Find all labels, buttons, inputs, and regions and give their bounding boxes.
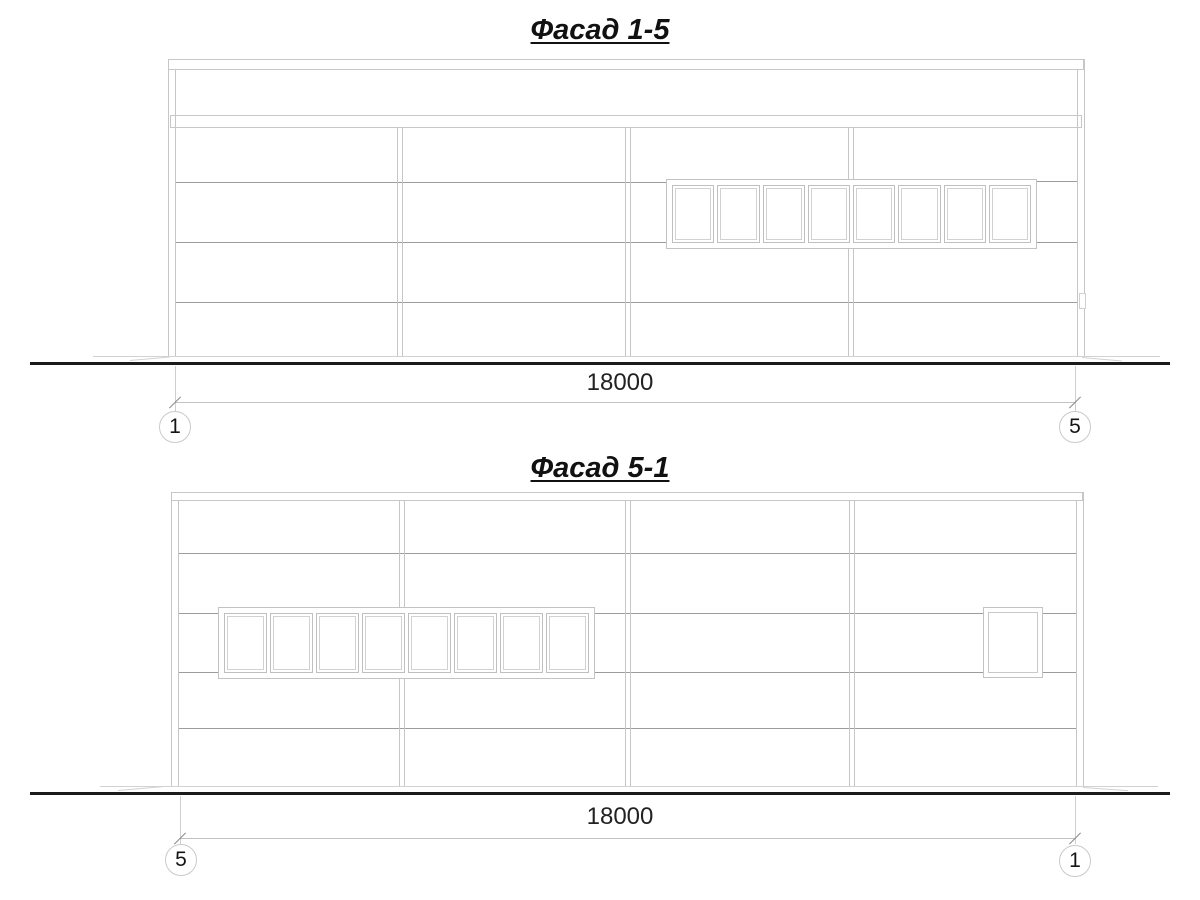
window-pane <box>988 185 1031 243</box>
panel-joint-vertical <box>849 500 850 787</box>
panel-joint <box>179 728 1076 729</box>
single-window <box>983 607 1043 678</box>
window-pane <box>454 613 497 673</box>
axis-bubble-1: 1 <box>1059 845 1091 877</box>
dimension-line <box>180 838 1075 839</box>
wall-left-inner <box>175 69 176 357</box>
panel-joint-vertical <box>630 500 631 787</box>
facade-5-1-title: Фасад 5-1 <box>530 452 670 484</box>
ground-line <box>30 362 1170 365</box>
panel-joint <box>595 672 983 673</box>
axis-label: 1 <box>1069 849 1081 872</box>
window-pane <box>546 613 589 673</box>
wall-left-outer <box>168 59 169 357</box>
window-pane <box>224 613 267 673</box>
panel-joint <box>176 242 666 243</box>
window-pane <box>316 613 359 673</box>
fascia-band <box>170 115 1082 128</box>
wall-right-inner <box>1076 500 1077 787</box>
dimension-value: 18000 <box>586 369 654 396</box>
panel-joint-vertical <box>402 127 403 356</box>
axis-label: 5 <box>1069 415 1081 438</box>
window-pane <box>853 185 896 243</box>
panel-joint <box>179 672 218 673</box>
panel-joint-vertical <box>853 127 854 179</box>
panel-joint <box>1037 181 1077 182</box>
panel-joint <box>1037 242 1077 243</box>
window-pane <box>898 185 941 243</box>
wall-left-inner <box>178 500 179 787</box>
plinth-line <box>93 356 1160 357</box>
panel-joint-vertical <box>404 500 405 607</box>
downpipe-bracket <box>1079 293 1086 309</box>
panel-joint <box>595 613 983 614</box>
window-pane <box>408 613 451 673</box>
extension-line-left <box>180 796 181 844</box>
panel-joint-vertical <box>854 500 855 787</box>
panel-joint-vertical <box>848 249 849 356</box>
panel-joint <box>179 613 218 614</box>
extension-line-left <box>175 366 176 412</box>
window-pane <box>762 185 805 243</box>
extension-line-right <box>1075 796 1076 844</box>
ground-line <box>30 792 1170 795</box>
panel-joint-vertical <box>625 500 626 787</box>
wall-right-outer <box>1083 492 1084 787</box>
panel-joint <box>1043 613 1076 614</box>
window-pane <box>717 185 760 243</box>
axis-label: 5 <box>175 848 187 871</box>
dimension-line <box>175 402 1075 403</box>
panel-joint-vertical <box>399 679 400 787</box>
dimension-value: 18000 <box>586 803 654 830</box>
wall-right-outer <box>1084 59 1085 357</box>
panel-joint-vertical <box>853 249 854 356</box>
facade-1-5-title: Фасад 1-5 <box>530 14 670 46</box>
panel-joint <box>1043 672 1076 673</box>
parapet-edge <box>171 492 1083 501</box>
panel-joint-vertical <box>630 127 631 356</box>
panel-joint-vertical <box>848 127 849 179</box>
wall-left-outer <box>171 492 172 787</box>
window-pane <box>362 613 405 673</box>
axis-bubble-1: 1 <box>159 411 191 443</box>
axis-bubble-5: 5 <box>1059 411 1091 443</box>
window-ribbon-panes <box>672 185 1031 243</box>
window-pane <box>943 185 986 243</box>
plinth-line <box>100 786 1158 787</box>
extension-line-right <box>1075 366 1076 412</box>
panel-joint-vertical <box>404 679 405 787</box>
apron-ramp-right <box>1082 787 1128 792</box>
axis-bubble-5: 5 <box>165 844 197 876</box>
window-pane <box>672 185 715 243</box>
panel-joint-vertical <box>625 127 626 356</box>
panel-joint-vertical <box>399 500 400 607</box>
window-pane <box>807 185 850 243</box>
panel-joint <box>176 182 666 183</box>
panel-joint <box>176 302 1077 303</box>
window-pane <box>500 613 543 673</box>
window-ribbon-panes <box>224 613 589 673</box>
panel-joint <box>179 553 1076 554</box>
wall-right-inner <box>1077 69 1078 357</box>
window-pane <box>270 613 313 673</box>
panel-joint-vertical <box>397 127 398 356</box>
axis-label: 1 <box>169 415 181 438</box>
